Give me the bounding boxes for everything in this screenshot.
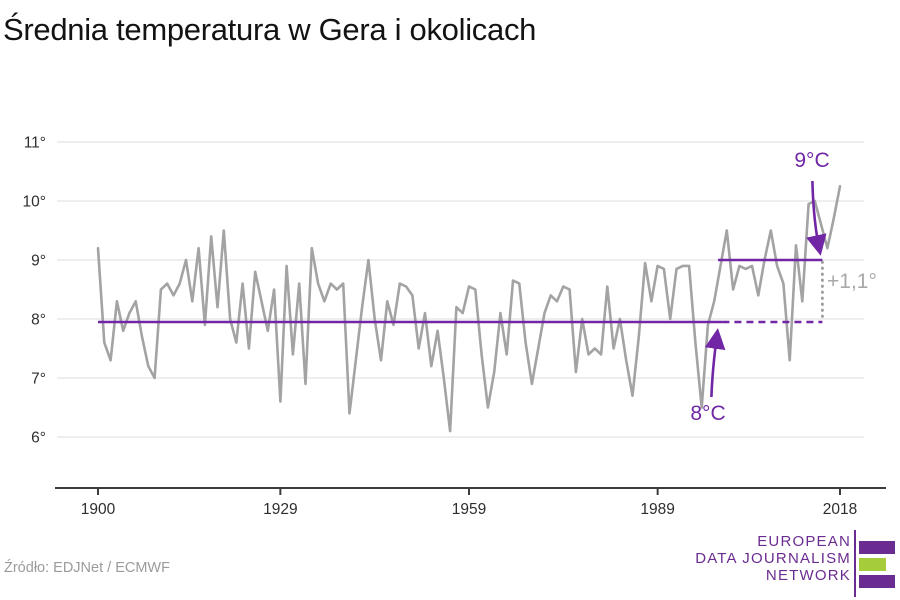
logo-bar-bottom [859, 574, 895, 588]
logo-bar-middle [859, 557, 886, 571]
logo-divider [854, 530, 856, 597]
edjnet-logo-text: EUROPEAN DATA JOURNALISM NETWORK [695, 533, 851, 584]
page-title: Średnia temperatura w Gera i okolicach [3, 12, 537, 47]
arrow-to-9c [806, 180, 827, 256]
y-tick-label: 10° [23, 194, 46, 211]
y-tick-label: 8° [31, 312, 46, 329]
x-tick-label: 1989 [640, 501, 674, 518]
x-tick-label: 2018 [823, 501, 857, 518]
logo-line-data-journalism: DATA JOURNALISM [695, 549, 851, 567]
temperature-line [96, 185, 842, 433]
y-tick-label: 9° [31, 253, 46, 270]
y-tick-label: 11° [24, 135, 46, 152]
x-tick-label: 1900 [81, 501, 116, 518]
y-tick-label: 7° [31, 371, 46, 388]
x-tick-label: 1929 [263, 501, 297, 518]
annotation-8c-label: 8°C [690, 402, 726, 425]
annotation-arrows [704, 180, 827, 398]
annotation-9c-label: 9°C [794, 149, 830, 172]
source-caption: Źródło: EDJNet / ECMWF [4, 560, 170, 576]
gridlines: 6° 7° 8° 9° 10° 11° [23, 135, 864, 447]
arrow-to-8c [704, 328, 726, 398]
edjnet-logo: EUROPEAN DATA JOURNALISM NETWORK [680, 528, 900, 600]
logo-bar-top [859, 541, 895, 554]
annotation-delta-label: +1,1° [827, 270, 877, 293]
x-tick-label: 1959 [452, 501, 486, 518]
reference-lines [98, 258, 824, 324]
logo-line-network: NETWORK [765, 566, 851, 584]
y-tick-label: 6° [31, 430, 46, 447]
x-axis: 1900 1929 1959 1989 2018 [55, 487, 886, 518]
temperature-series [96, 185, 842, 433]
logo-line-european: EUROPEAN [757, 533, 851, 550]
